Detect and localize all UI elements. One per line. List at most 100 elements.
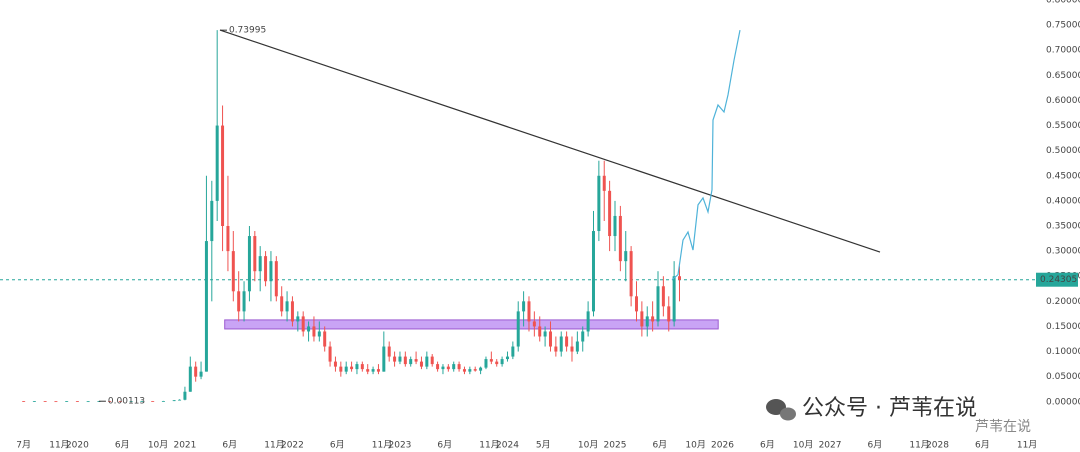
candle-body [608,190,612,237]
x-tick-label: 2020 [66,441,89,451]
candle-body [258,256,262,272]
x-tick-label: 6月 [115,440,130,451]
candle-body [328,346,332,362]
x-tick-label: 2024 [496,441,519,451]
candle-body [65,401,69,402]
y-tick-label: 0.55000 [1046,121,1080,131]
annotation-label: 0.00113 [108,397,145,407]
candle-body [344,366,348,372]
candle-body [656,286,660,322]
y-tick-label: 0.75000 [1046,21,1080,31]
x-tick-label: 2028 [926,441,949,451]
candle-body [108,401,112,402]
candle-body [188,366,192,392]
candle-body [54,401,58,403]
x-tick-label: 10月 [685,440,705,451]
last-price-box [1036,272,1078,287]
candle-body [285,301,289,312]
x-tick-label: 5月 [536,440,551,451]
candle-body [495,361,499,365]
x-tick-label: 11月 [264,440,284,451]
candle-body [618,215,622,262]
candle-body [409,359,413,365]
y-tick-label: 0.00000 [1046,397,1080,407]
candle-body [403,356,407,365]
y-tick-label: 0.70000 [1046,46,1080,56]
candle-body [242,291,246,312]
candle-body [398,356,402,362]
candle-body [586,311,590,332]
x-tick-label: 10月 [148,440,168,451]
candle-body [387,346,391,357]
candle-body [118,401,122,403]
candle-body [538,326,542,337]
candle-body [247,236,251,292]
candle-body [264,256,268,282]
candle-body [350,366,354,370]
candle-body [323,331,327,347]
candle-body [22,401,26,402]
candle-body [290,301,294,322]
candle-body [317,331,321,337]
x-tick-label: 10月 [793,440,813,451]
candle-body [565,336,569,347]
candle-body [602,175,606,191]
annotation-label: 0.73995 [229,26,266,36]
candle-body [199,371,203,377]
candle-body [516,311,520,347]
candle-body [376,369,380,372]
projection-path [671,29,741,281]
candle-body [210,200,214,242]
candle-body [548,331,552,347]
candle-body [505,356,509,360]
x-tick-label: 11月 [1017,440,1037,451]
candle-body [339,366,343,372]
candle-body [32,401,36,402]
candle-body [543,331,547,337]
candle-body [226,226,230,252]
candle-body [215,125,219,201]
candle-body [269,261,273,282]
candle-body [441,366,445,370]
candle-body [140,401,144,402]
candle-body [479,367,483,371]
candle-body [129,401,133,402]
candle-body [436,364,440,370]
wechat-icon [766,399,796,421]
candle-body [677,276,681,280]
x-tick-label: 6月 [437,440,452,451]
candle-body [446,366,450,370]
y-tick-label: 0.35000 [1046,222,1080,232]
y-tick-label: 0.50000 [1046,146,1080,156]
x-tick-label: 6月 [975,440,990,451]
candle-body [355,364,359,370]
candle-body [221,125,225,226]
y-tick-label: 0.65000 [1046,71,1080,81]
support-zone [224,319,719,330]
x-tick-label: 2023 [389,441,412,451]
y-tick-label: 0.20000 [1046,297,1080,307]
candle-body [629,251,633,297]
candle-body [419,361,423,367]
candle-body [231,251,235,292]
x-tick-label: 2021 [173,441,196,451]
x-tick-label: 6月 [222,440,237,451]
candle-body [75,401,79,402]
candle-body [484,359,488,368]
candle-body [151,401,155,402]
candle-body [522,301,526,312]
candle-body [430,356,434,365]
x-tick-label: 2027 [819,441,842,451]
candle-body [183,391,187,400]
x-tick-label: 2025 [604,441,627,451]
candle-body [425,356,429,367]
candle-body [237,291,241,312]
candle-body [161,401,165,402]
candle-body [43,401,47,402]
candle-body [312,326,316,337]
candle-body [457,364,461,370]
candle-body [468,369,472,372]
candle-body [280,296,284,312]
candle-body [194,366,198,377]
